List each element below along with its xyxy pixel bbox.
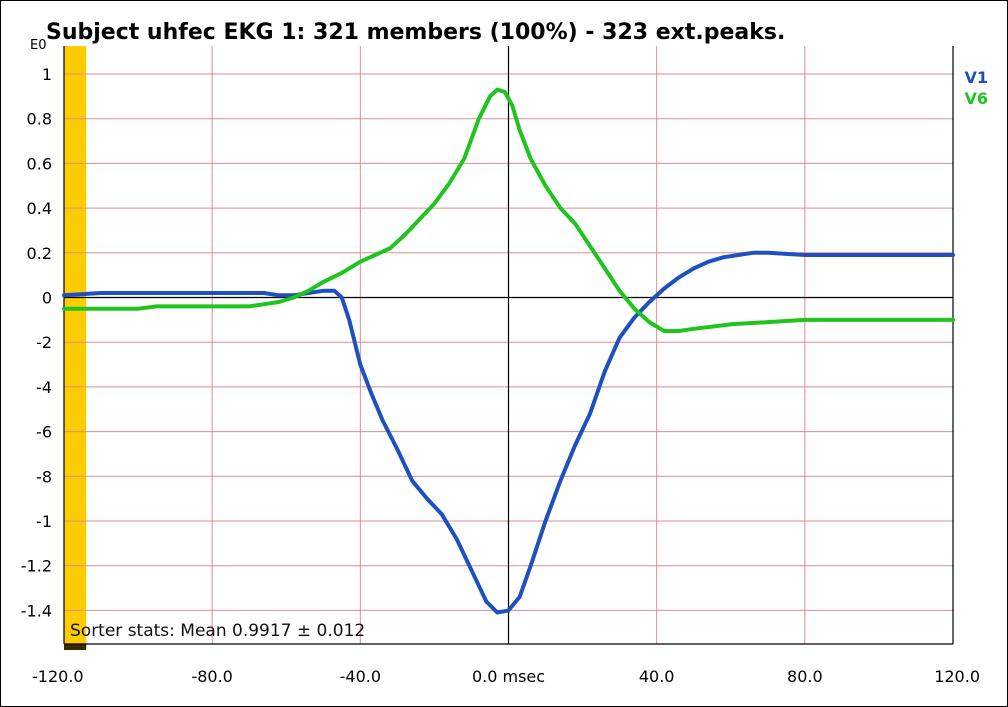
y-tick-label: -1.2 — [21, 557, 52, 576]
y-tick-label: 0.8 — [27, 110, 52, 129]
legend-v6: V6 — [964, 89, 988, 108]
chart-title: Subject uhfec EKG 1: 321 members (100%) … — [46, 20, 786, 45]
x-tick-label: 0.0 msec — [472, 667, 545, 686]
x-tick-label: -80.0 — [191, 667, 232, 686]
y-tick-label: 0.4 — [27, 199, 52, 218]
y-tick-label: -1 — [36, 512, 52, 531]
sorter-stats: Sorter stats: Mean 0.9917 ± 0.012 — [70, 621, 366, 641]
y-tick-label: 0 — [42, 289, 52, 308]
highlight-band-marker — [64, 644, 87, 650]
x-tick-label: 40.0 — [639, 667, 675, 686]
highlight-band — [64, 46, 87, 648]
y-tick-label: -1.4 — [21, 601, 52, 620]
x-tick-label: -120.0 — [32, 667, 84, 686]
y-tick-label: -8 — [36, 467, 52, 486]
legend-v1: V1 — [964, 68, 988, 87]
y-tick-label: 0.6 — [27, 154, 52, 173]
y-tick-label: -6 — [36, 423, 52, 442]
series-line-v6 — [62, 87, 955, 333]
x-tick-label: -40.0 — [340, 667, 381, 686]
y-tick-label: -2 — [36, 333, 52, 352]
y-tick-label: -4 — [36, 378, 52, 397]
x-tick-label: 80.0 — [787, 667, 823, 686]
series-line-v1 — [62, 250, 955, 615]
y-tick-label: 1 — [42, 65, 52, 84]
y-tick-label: 0.2 — [27, 244, 52, 263]
x-tick-label: 120.0 — [934, 667, 980, 686]
y-exponent-label: E0 — [30, 38, 47, 53]
